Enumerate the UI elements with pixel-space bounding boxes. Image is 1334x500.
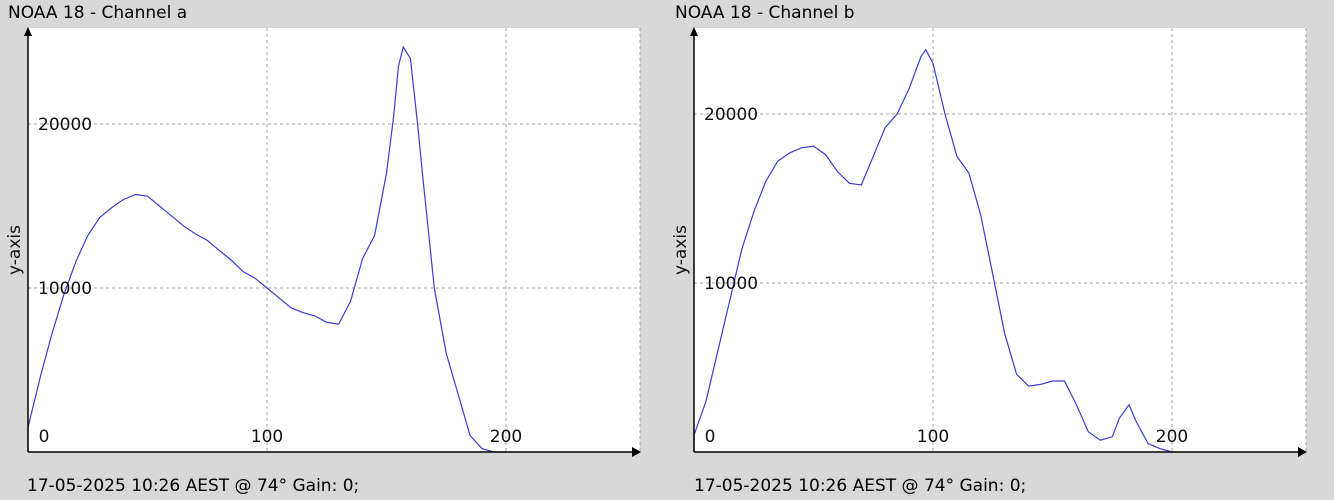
y-axis-arrow bbox=[24, 27, 32, 36]
x-axis-arrow bbox=[1298, 447, 1307, 457]
y-tick-label: 10000 bbox=[704, 274, 758, 294]
chart-title: NOAA 18 - Channel a bbox=[8, 3, 188, 23]
y-tick-label: 20000 bbox=[38, 115, 92, 135]
series-line bbox=[27, 45, 506, 453]
y-tick-label: 20000 bbox=[704, 105, 758, 125]
x-tick-label: 100 bbox=[917, 427, 949, 447]
y-axis-label: y-axis bbox=[5, 225, 25, 275]
y-axis-label: y-axis bbox=[671, 225, 691, 275]
x-tick-label: 200 bbox=[1156, 427, 1188, 447]
chart-title: NOAA 18 - Channel b bbox=[675, 3, 855, 23]
channel-b-chart: 0 100 200 10000 20000 y-axis bbox=[671, 27, 1307, 457]
plot-area bbox=[28, 28, 640, 452]
x-tick-label: 200 bbox=[490, 427, 522, 447]
plot-group: 0 100 200 10000 20000 y-axis bbox=[671, 27, 1307, 457]
x-tick-label: 0 bbox=[39, 427, 50, 447]
footer-status: 17-05-2025 10:26 AEST @ 74° Gain: 0; bbox=[27, 476, 360, 496]
channel-a-chart: 0 100 200 10000 20000 y-axis bbox=[5, 27, 641, 457]
channel-a-panel: NOAA 18 - Channel a 0 100 200 10000 20000 y-a… bbox=[5, 3, 641, 496]
series-line bbox=[693, 48, 1173, 453]
channel-b-panel: NOAA 18 - Channel b 0 100 200 10000 20000 y-a… bbox=[667, 0, 1334, 500]
x-tick-label: 100 bbox=[251, 427, 283, 447]
y-axis-arrow bbox=[690, 27, 698, 36]
footer-status: 17-05-2025 10:26 AEST @ 74° Gain: 0; bbox=[694, 476, 1027, 496]
plot-area bbox=[694, 28, 1306, 452]
x-tick-label: 0 bbox=[705, 427, 716, 447]
y-tick-label: 10000 bbox=[38, 279, 92, 299]
plot-group: 0 100 200 10000 20000 y-axis bbox=[5, 27, 641, 457]
x-axis-arrow bbox=[632, 447, 641, 457]
